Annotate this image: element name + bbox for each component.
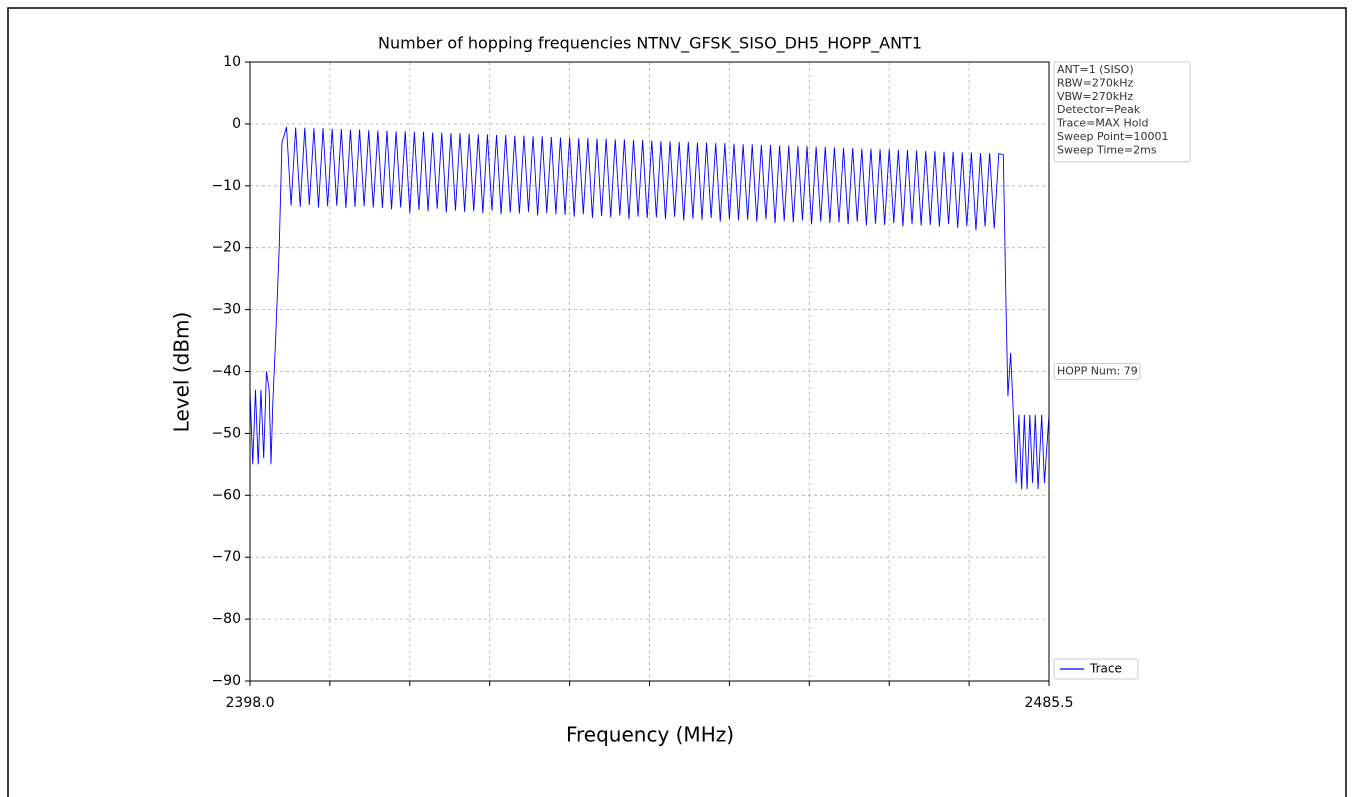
info-text: VBW=270kHz: [1057, 90, 1133, 103]
x-tick-label: 2398.0: [226, 695, 275, 711]
y-tick-label: −80: [211, 611, 241, 627]
y-tick-label: −90: [211, 673, 241, 689]
frame: [7, 7, 1347, 797]
y-tick-label: −30: [211, 302, 241, 318]
y-tick-label: −70: [211, 549, 241, 565]
x-axis-label: Frequency (MHz): [566, 723, 734, 747]
legend-label: Trace: [1089, 662, 1122, 676]
info-text: Sweep Point=10001: [1057, 130, 1169, 143]
y-tick-label: 10: [223, 54, 241, 70]
info-text: Sweep Time=2ms: [1057, 143, 1157, 156]
trace-line: [249, 126, 1050, 490]
info-box: [1053, 61, 1191, 163]
info-text: ANT=1 (SISO): [1057, 63, 1134, 76]
y-tick-label: −50: [211, 425, 241, 441]
y-tick-label: −40: [211, 364, 241, 380]
y-tick-label: 0: [232, 116, 241, 132]
y-tick-label: −20: [211, 240, 241, 256]
info-text: Trace=MAX Hold: [1056, 117, 1149, 130]
info-text: Detector=Peak: [1057, 103, 1141, 116]
chart-title: Number of hopping frequencies NTNV_GFSK_…: [378, 34, 922, 54]
plot-frame: [249, 61, 1050, 682]
x-tick-label: 2485.5: [1025, 695, 1074, 711]
y-tick-label: −10: [211, 178, 241, 194]
annotation-text: HOPP Num: 79: [1057, 365, 1138, 378]
y-axis-label: Level (dBm): [170, 312, 194, 433]
info-text: RBW=270kHz: [1057, 76, 1134, 89]
y-tick-label: −60: [211, 487, 241, 503]
annotation-box: [1053, 363, 1141, 380]
legend-box: [1053, 658, 1139, 680]
